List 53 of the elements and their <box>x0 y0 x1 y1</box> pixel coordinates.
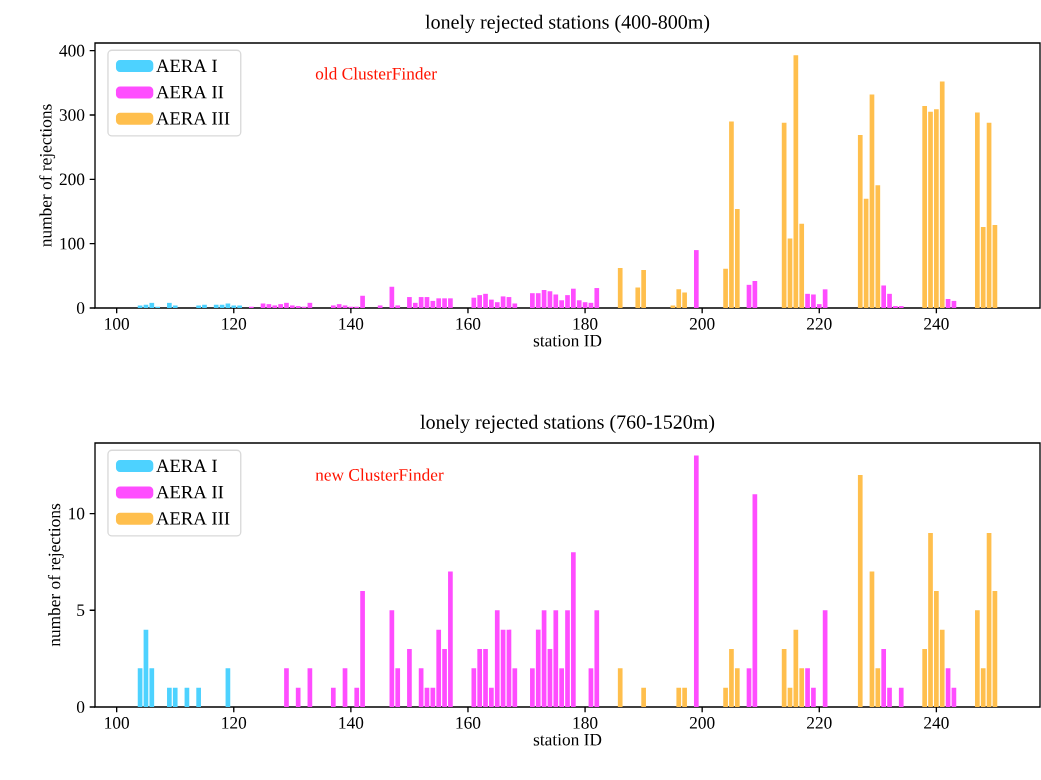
x-tick-label: 140 <box>339 318 364 330</box>
bar <box>617 268 623 308</box>
legend-label: AERA III <box>156 112 230 125</box>
x-tick-label: 180 <box>573 717 598 729</box>
x-tick-label: 120 <box>222 717 247 729</box>
x-tick-label: 100 <box>105 717 130 729</box>
bar <box>407 648 412 707</box>
y-tick-label: 300 <box>59 109 85 121</box>
bar <box>377 305 383 308</box>
x-tick-label: 220 <box>807 717 832 729</box>
legend-label: AERA III <box>156 512 230 525</box>
x-tick-label: 240 <box>924 717 949 729</box>
x-tick-label: 180 <box>573 318 598 330</box>
x-tick-label: 200 <box>689 318 715 330</box>
bar <box>693 455 699 707</box>
legend-label: AERA I <box>156 59 217 72</box>
bar <box>295 687 301 707</box>
x-tick-label: 200 <box>689 717 715 729</box>
y-tick-label: 10 <box>69 507 85 520</box>
x-axis-title: station ID <box>533 334 602 347</box>
x-tick-label: 100 <box>105 318 130 330</box>
annotation: old ClusterFinder <box>315 67 437 80</box>
bar <box>330 687 336 707</box>
y-tick-label: 200 <box>59 173 85 186</box>
x-tick-label: 220 <box>807 318 832 330</box>
y-tick-label: 5 <box>77 604 85 617</box>
bar <box>196 687 201 707</box>
bar <box>617 668 623 707</box>
x-tick-label: 160 <box>456 318 481 330</box>
x-tick-label: 240 <box>924 318 949 330</box>
y-tick-label: 100 <box>60 237 85 250</box>
bar <box>898 687 904 707</box>
x-axis-title: station ID <box>533 733 602 746</box>
annotation: new ClusterFinder <box>315 468 444 481</box>
bar <box>641 687 646 707</box>
y-tick-label: 0 <box>76 701 85 713</box>
bar <box>260 303 266 308</box>
bar <box>857 474 863 707</box>
chart-title: lonely rejected stations (760-1520m) <box>420 414 715 433</box>
legend-label: AERA I <box>156 459 217 472</box>
y-axis-title: number of rejections <box>39 104 56 247</box>
y-axis-title: number of rejections <box>47 503 64 647</box>
x-tick-label: 140 <box>339 717 364 729</box>
bar <box>137 305 143 308</box>
chart-title: lonely rejected stations (400-800m) <box>425 14 710 33</box>
bar <box>284 668 289 707</box>
y-tick-label: 400 <box>59 44 85 57</box>
x-tick-label: 120 <box>222 318 247 330</box>
legend-label: AERA II <box>156 85 224 99</box>
x-tick-label: 160 <box>456 717 481 729</box>
bar <box>693 250 699 308</box>
y-tick-label: 0 <box>76 302 85 314</box>
legend-label: AERA II <box>156 485 224 499</box>
